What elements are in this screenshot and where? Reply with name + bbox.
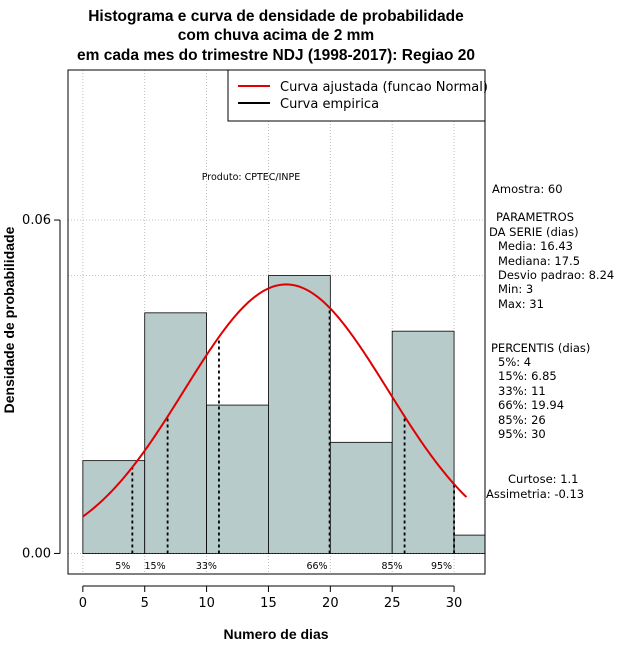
percentil-95: 95%: 30 bbox=[498, 427, 546, 441]
histogram-bars bbox=[82, 275, 486, 554]
x-axis: 0 5 10 15 20 25 30 bbox=[79, 585, 463, 611]
percentile-markers: 5% 15% 33% 66% 85% 95% bbox=[82, 307, 485, 572]
x-axis-title: Numero de dias bbox=[223, 626, 328, 642]
params-title-1: PARAMETROS bbox=[496, 210, 574, 224]
y-axis-title: Densidade de probabilidade bbox=[1, 226, 17, 413]
percentile-label-1: 15% bbox=[144, 561, 165, 572]
x-tick-label-6: 30 bbox=[446, 596, 463, 611]
x-tick-label-1: 5 bbox=[141, 596, 149, 611]
param-desvio: Desvio padrao: 8.24 bbox=[498, 268, 614, 282]
x-tick-label-5: 25 bbox=[384, 596, 401, 611]
kurtosis: Curtose: 1.1 bbox=[508, 472, 578, 486]
param-min: Min: 3 bbox=[498, 282, 533, 296]
percentil-5: 5%: 4 bbox=[498, 355, 531, 369]
histogram-bar-3 bbox=[268, 275, 331, 554]
percentile-label-5: 95% bbox=[431, 561, 452, 572]
param-mediana: Mediana: 17.5 bbox=[498, 254, 580, 268]
histogram-bar-2 bbox=[206, 404, 269, 554]
percentis-title: PERCENTIS (dias) bbox=[491, 341, 590, 355]
legend-label-empirical: Curva empirica bbox=[280, 97, 379, 112]
legend-box bbox=[227, 69, 486, 122]
y-tick-label-0: 0.00 bbox=[22, 546, 51, 561]
y-tick-label-1: 0.06 bbox=[22, 213, 51, 228]
chart-title-line-2: com chuva acima de 2 mm bbox=[178, 27, 374, 44]
histogram-bar-5 bbox=[391, 330, 455, 554]
param-media: Media: 16.43 bbox=[498, 239, 573, 253]
percentil-66: 66%: 19.94 bbox=[498, 398, 564, 412]
stats-panel: Amostra: 60 PARAMETROS DA SERIE (dias) M… bbox=[486, 182, 614, 501]
params-title-2: DA SERIE (dias) bbox=[489, 225, 579, 239]
percentil-33: 33%: 11 bbox=[498, 384, 546, 398]
param-max: Max: 31 bbox=[498, 297, 544, 311]
sample-size: Amostra: 60 bbox=[492, 182, 563, 196]
skewness: Assimetria: -0.13 bbox=[486, 487, 584, 501]
histogram-bar-1 bbox=[144, 312, 207, 554]
percentile-label-4: 85% bbox=[381, 561, 402, 572]
chart-title-line-1: Histograma e curva de densidade de proba… bbox=[88, 8, 464, 25]
percentil-15: 15%: 6.85 bbox=[498, 369, 557, 383]
percentil-85: 85%: 26 bbox=[498, 413, 546, 427]
percentile-label-2: 33% bbox=[196, 561, 217, 572]
histogram-bar-6 bbox=[453, 534, 486, 554]
x-tick-label-2: 10 bbox=[198, 596, 215, 611]
chart-title-line-3: em cada mes do trimestre NDJ (1998-2017)… bbox=[77, 47, 475, 64]
legend-label-normal: Curva ajustada (funcao Normal) bbox=[280, 80, 488, 95]
percentile-label-3: 66% bbox=[306, 561, 327, 572]
watermark: Produto: CPTEC/INPE bbox=[202, 172, 301, 183]
x-tick-label-4: 20 bbox=[322, 596, 339, 611]
y-axis: 0.00 0.06 bbox=[22, 213, 61, 561]
x-tick-label-0: 0 bbox=[79, 596, 87, 611]
normal-curve bbox=[82, 283, 468, 518]
histogram-bar-4 bbox=[329, 441, 393, 554]
histogram-bar-0 bbox=[82, 460, 146, 554]
x-tick-label-3: 15 bbox=[260, 596, 277, 611]
normal-curve-layer bbox=[82, 283, 468, 518]
legend: Curva ajustada (funcao Normal) Curva emp… bbox=[227, 69, 488, 122]
percentile-label-0: 5% bbox=[115, 561, 130, 572]
